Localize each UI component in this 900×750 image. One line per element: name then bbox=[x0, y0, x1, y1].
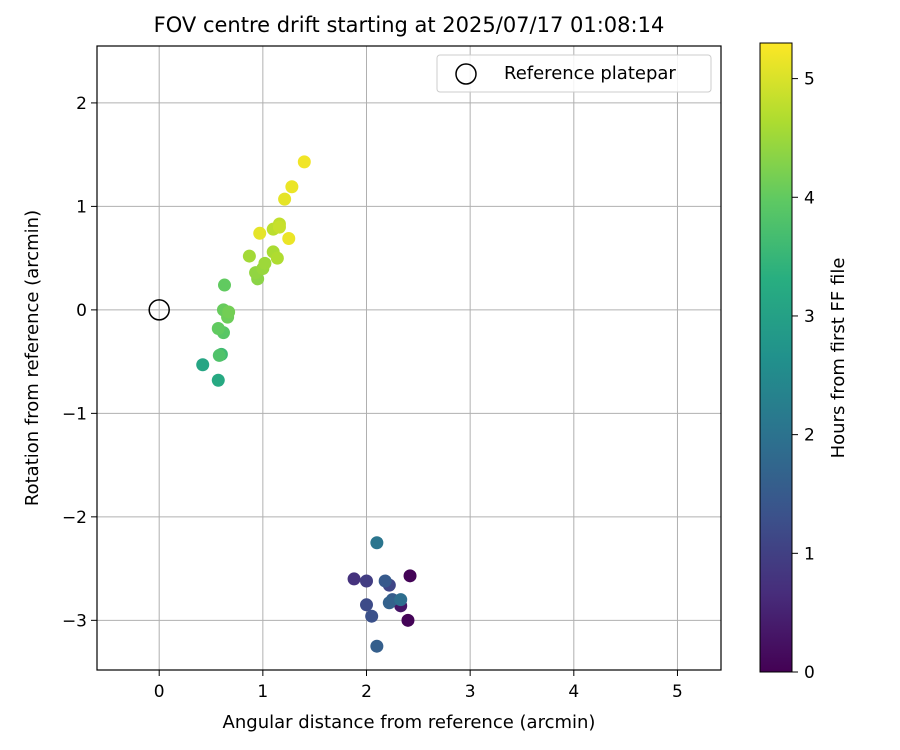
reference-platepar-marker bbox=[148, 299, 170, 321]
data-point bbox=[347, 572, 361, 586]
y-tick-label: 0 bbox=[76, 301, 87, 321]
data-point bbox=[403, 569, 417, 583]
x-tick-label: 2 bbox=[361, 682, 372, 702]
colorbar-tick-label: 1 bbox=[804, 544, 815, 564]
y-tick-label: −2 bbox=[62, 508, 87, 528]
colorbar-label: Hours from first FF file bbox=[828, 258, 849, 459]
x-tick-label: 3 bbox=[465, 682, 476, 702]
data-point bbox=[401, 613, 415, 627]
chart-title: FOV centre drift starting at 2025/07/17 … bbox=[154, 13, 665, 37]
data-point bbox=[370, 639, 384, 653]
y-tick-label: 1 bbox=[76, 197, 87, 217]
data-point bbox=[211, 322, 225, 336]
data-point bbox=[282, 231, 296, 245]
data-point bbox=[222, 305, 236, 319]
y-axis-ticks: −3 −2 −1 0 1 2 bbox=[62, 94, 97, 631]
x-tick-label: 5 bbox=[672, 682, 683, 702]
colorbar-tick-label: 2 bbox=[804, 426, 815, 446]
x-tick-label: 4 bbox=[568, 682, 579, 702]
legend: Reference platepar bbox=[436, 54, 712, 93]
x-axis-label: Angular distance from reference (arcmin) bbox=[223, 712, 596, 733]
data-point bbox=[370, 536, 384, 550]
y-tick-label: 2 bbox=[76, 94, 87, 114]
data-point bbox=[382, 596, 396, 610]
colorbar-tick-label: 5 bbox=[804, 70, 815, 90]
data-point bbox=[297, 155, 311, 169]
data-point bbox=[242, 249, 256, 263]
data-point bbox=[196, 358, 210, 372]
colorbar-tick-label: 4 bbox=[804, 188, 815, 208]
legend-marker-reference-platepar bbox=[455, 63, 477, 85]
colorbar-gradient bbox=[759, 42, 793, 673]
data-point bbox=[394, 593, 408, 607]
data-point bbox=[270, 251, 284, 265]
colorbar-ticks: 0 1 2 3 4 5 bbox=[792, 70, 815, 683]
data-point bbox=[272, 220, 286, 234]
data-point bbox=[360, 574, 374, 588]
y-tick-label: −1 bbox=[62, 404, 87, 424]
colorbar: 0 1 2 3 4 5 Hours from first FF file bbox=[759, 42, 849, 683]
data-point bbox=[211, 373, 225, 387]
data-point bbox=[365, 609, 379, 623]
plot-frame bbox=[96, 45, 722, 671]
data-point bbox=[378, 574, 392, 588]
legend-label-reference-platepar: Reference platepar bbox=[504, 63, 676, 84]
legend-box bbox=[436, 54, 712, 93]
data-point bbox=[285, 180, 299, 194]
y-tick-label: −3 bbox=[62, 611, 87, 631]
x-tick-label: 0 bbox=[154, 682, 165, 702]
grid bbox=[97, 46, 721, 670]
x-axis-ticks: 0 1 2 3 4 5 bbox=[154, 670, 683, 702]
data-point bbox=[253, 226, 267, 240]
data-points bbox=[148, 155, 417, 653]
colorbar-tick-label: 0 bbox=[804, 663, 815, 683]
data-point bbox=[258, 256, 272, 270]
colorbar-tick-label: 3 bbox=[804, 307, 815, 327]
data-point bbox=[212, 348, 226, 362]
data-point bbox=[360, 598, 374, 612]
y-axis-label: Rotation from reference (arcmin) bbox=[22, 210, 43, 506]
data-point bbox=[217, 278, 231, 292]
x-tick-label: 1 bbox=[257, 682, 268, 702]
data-point bbox=[278, 192, 292, 206]
